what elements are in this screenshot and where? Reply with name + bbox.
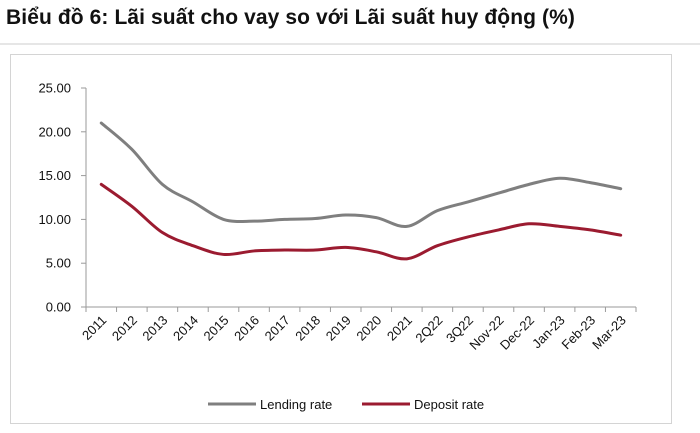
legend-label-lending-rate: Lending rate [260, 397, 332, 412]
chart-series [99, 121, 623, 261]
x-tick-label: 2011 [79, 313, 109, 343]
x-tick-label: 2019 [323, 313, 354, 344]
series-line-deposit-rate [99, 182, 623, 261]
x-tick-label: Mar-23 [589, 313, 629, 353]
legend-label-deposit-rate: Deposit rate [414, 397, 484, 412]
x-tick-label: Feb-23 [559, 313, 599, 353]
x-tick-label: 2020 [353, 313, 384, 344]
x-tick-label: 2018 [292, 313, 323, 344]
chart-frame [10, 54, 672, 424]
chart-legend: Lending rate Deposit rate [208, 397, 484, 412]
title-divider [0, 43, 700, 45]
x-tick-label: 2016 [231, 313, 262, 344]
x-tick-label: 2Q22 [412, 313, 445, 346]
x-tick-label: 2017 [262, 313, 293, 344]
y-tick-label: 5.00 [46, 256, 71, 271]
x-tick-label: 2014 [170, 313, 201, 344]
x-tick-label: 2012 [109, 313, 140, 344]
series-line-lending-rate [99, 121, 623, 228]
x-tick-label: 2021 [384, 313, 415, 344]
x-tick-label: 2013 [139, 313, 170, 344]
chart-title: Biểu đồ 6: Lãi suất cho vay so với Lãi s… [6, 6, 575, 29]
x-tick-label: Dec-22 [497, 313, 537, 353]
x-tick-label: 2015 [201, 313, 232, 344]
y-tick-label: 20.00 [38, 124, 71, 139]
y-tick-label: 10.00 [38, 212, 71, 227]
y-tick-label: 25.00 [38, 81, 71, 96]
y-tick-label: 0.00 [46, 300, 71, 315]
y-tick-label: 15.00 [38, 168, 71, 183]
